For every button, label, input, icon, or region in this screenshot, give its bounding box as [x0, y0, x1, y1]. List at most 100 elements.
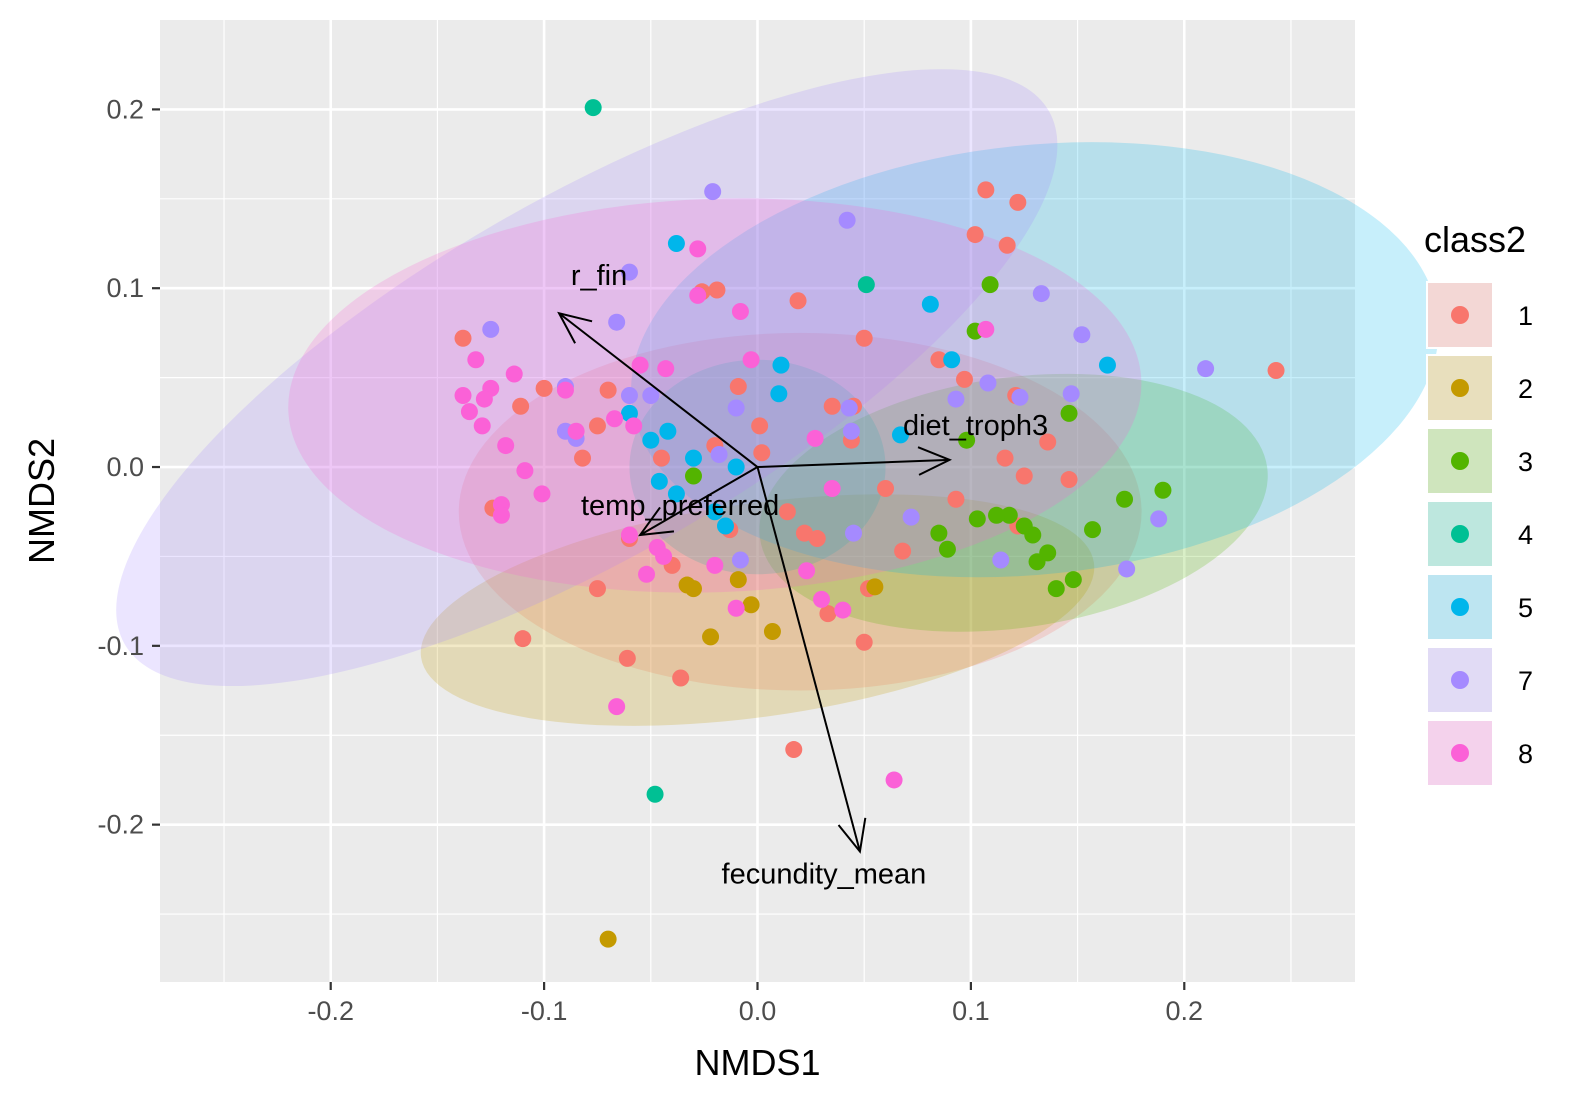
point-class-7 — [1032, 285, 1050, 303]
point-class-1 — [514, 630, 532, 648]
point-class-7 — [840, 399, 858, 417]
legend-key-dot — [1451, 671, 1469, 689]
x-tick-label: 0.2 — [1166, 996, 1204, 1026]
point-class-8 — [620, 526, 638, 544]
vector-temp_preferred — [639, 466, 759, 536]
y-tick-label: 0.0 — [106, 452, 144, 482]
point-class-1 — [966, 226, 984, 244]
legend-label-4: 4 — [1518, 520, 1533, 550]
point-class-1 — [789, 292, 807, 310]
point-class-8 — [834, 601, 852, 619]
legend-label-7: 7 — [1518, 666, 1533, 696]
point-class-7 — [704, 183, 722, 201]
point-class-7 — [731, 551, 749, 569]
point-class-8 — [655, 547, 673, 565]
point-class-8 — [706, 556, 724, 574]
point-class-5 — [716, 517, 734, 535]
point-class-8 — [689, 240, 707, 258]
point-class-8 — [742, 351, 760, 369]
ellipse-class-7 — [116, 69, 1058, 687]
point-class-8 — [556, 381, 574, 399]
legend: class2 1 2 3 4 5 7 8 — [1424, 219, 1533, 787]
point-class-7 — [1150, 510, 1168, 528]
point-class-7 — [947, 390, 965, 408]
x-tick-label: -0.2 — [307, 996, 354, 1026]
point-class-1 — [977, 181, 995, 199]
point-class-7 — [992, 551, 1010, 569]
point-class-8 — [813, 590, 831, 608]
point-class-5 — [727, 458, 745, 476]
x-tick-label: -0.1 — [521, 996, 568, 1026]
point-class-3 — [1047, 580, 1065, 598]
point-class-8 — [497, 437, 515, 455]
point-class-8 — [731, 302, 749, 320]
point-class-3 — [1060, 404, 1078, 422]
point-class-7 — [620, 387, 638, 405]
point-class-8 — [505, 365, 523, 383]
point-class-1 — [652, 449, 670, 467]
point-class-5 — [891, 426, 909, 444]
point-class-1 — [574, 449, 592, 467]
point-class-1 — [955, 370, 973, 388]
point-class-1 — [823, 397, 841, 415]
vector-label: r_fin — [571, 260, 627, 292]
point-class-7 — [1062, 385, 1080, 403]
point-class-5 — [642, 431, 660, 449]
point-class-3 — [684, 467, 702, 485]
point-class-7 — [842, 422, 860, 440]
point-class-8 — [473, 417, 491, 435]
point-class-7 — [979, 374, 997, 392]
point-class-5 — [667, 485, 685, 503]
point-class-8 — [885, 771, 903, 789]
legend-label-2: 2 — [1518, 374, 1533, 404]
point-class-5 — [943, 351, 961, 369]
point-class-1 — [535, 379, 553, 397]
point-class-1 — [512, 397, 530, 415]
point-class-2 — [599, 930, 617, 948]
vector-label: fecundity_mean — [722, 858, 927, 890]
x-tick-label: 0.1 — [952, 996, 990, 1026]
point-class-8 — [806, 429, 824, 447]
point-class-1 — [599, 381, 617, 399]
point-class-8 — [631, 356, 649, 374]
point-class-1 — [930, 351, 948, 369]
point-class-4 — [584, 99, 602, 117]
x-axis-ticks: -0.2 -0.1 0.0 0.1 0.2 — [307, 982, 1203, 1026]
point-class-1 — [808, 530, 826, 548]
point-class-3 — [968, 510, 986, 528]
point-class-5 — [1098, 356, 1116, 374]
legend-key-dot — [1451, 598, 1469, 616]
point-class-7 — [1197, 360, 1215, 378]
point-class-3 — [1084, 521, 1102, 539]
point-class-1 — [785, 741, 803, 759]
legend-label-1: 1 — [1518, 301, 1533, 331]
point-class-2 — [866, 578, 884, 596]
point-class-8 — [657, 360, 675, 378]
legend-key-dot — [1451, 525, 1469, 543]
y-axis-ticks: -0.2 -0.1 0.0 0.1 0.2 — [97, 94, 160, 840]
point-class-8 — [727, 599, 745, 617]
point-class-3 — [1024, 526, 1042, 544]
point-class-7 — [1073, 326, 1091, 344]
y-axis-title: NMDS2 — [21, 438, 62, 564]
point-class-5 — [772, 356, 790, 374]
point-class-8 — [475, 390, 493, 408]
point-class-3 — [988, 506, 1005, 524]
legend-label-8: 8 — [1518, 739, 1533, 769]
legend-key-bg — [1426, 719, 1494, 787]
point-class-3 — [958, 431, 976, 449]
point-class-7 — [838, 211, 856, 229]
legend-label-3: 3 — [1518, 447, 1533, 477]
legend-key-dot — [1451, 306, 1469, 324]
point-class-5 — [667, 235, 685, 253]
point-class-8 — [608, 698, 626, 716]
point-class-1 — [819, 605, 837, 623]
point-class-5 — [706, 503, 724, 521]
point-class-5 — [684, 449, 702, 467]
point-class-4 — [857, 276, 875, 294]
point-class-5 — [650, 472, 668, 490]
point-class-8 — [454, 387, 472, 405]
ellipse-class-5 — [631, 142, 1439, 578]
vector-r_fin — [558, 312, 759, 468]
point-class-1 — [1267, 361, 1285, 379]
